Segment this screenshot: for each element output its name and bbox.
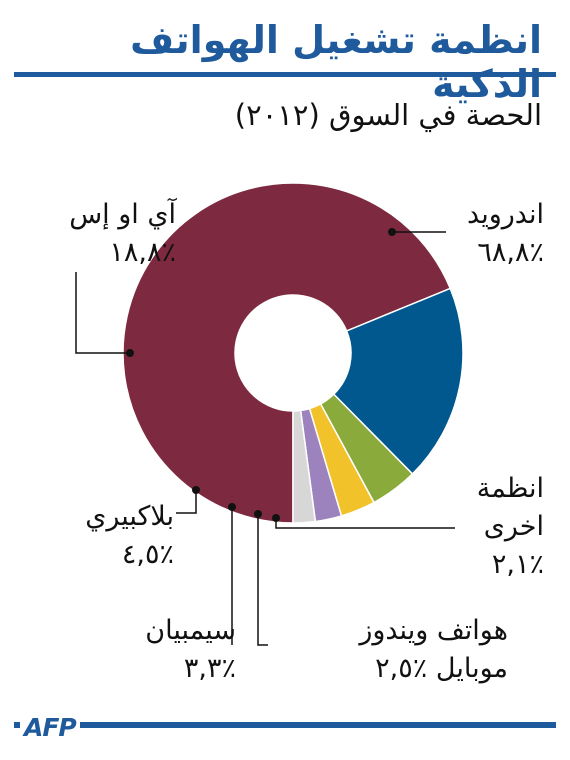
label-blackberry-name: بلاكبيري	[85, 501, 174, 532]
leader-windows-phone-dot	[254, 510, 262, 518]
label-windows-phone-line1: هواتف ويندوز	[359, 615, 508, 646]
label-blackberry: بلاكبيري ٪٤,٥	[26, 498, 174, 574]
leader-windows-phone	[257, 514, 268, 646]
footer-divider	[14, 722, 556, 728]
label-windows-phone-name: موبايل	[435, 653, 508, 684]
slice-ios	[332, 287, 464, 476]
slice-android	[122, 182, 452, 524]
label-others: انظمة اخرى ٪٢,١	[477, 470, 544, 584]
label-others-line1: انظمة	[476, 473, 544, 504]
label-others-line2: اخرى	[483, 511, 544, 542]
label-ios: آي او إس ٪١٨,٨	[26, 196, 176, 272]
label-symbian-value: ٪٣,٣	[183, 653, 236, 684]
label-symbian: سيمبيان ٪٣,٣	[96, 612, 236, 688]
label-blackberry-value: ٪٤,٥	[121, 539, 174, 570]
label-ios-value: ٪١٨,٨	[109, 237, 176, 268]
title-divider	[14, 72, 556, 77]
label-symbian-name: سيمبيان	[145, 615, 236, 646]
leader-symbian-dot	[228, 503, 236, 511]
leader-ios-dot	[126, 349, 134, 357]
leader-others-dot	[272, 514, 280, 522]
leader-blackberry	[176, 490, 197, 514]
leader-ios	[75, 272, 130, 354]
label-android: اندرويد ٪٦٨,٨	[467, 196, 544, 272]
leader-android-dot	[388, 228, 396, 236]
slice-others	[292, 409, 317, 524]
afp-logo: AFP	[20, 713, 80, 742]
leader-blackberry-dot	[192, 486, 200, 494]
chart-subtitle: الحصة في السوق (٢٠١٢)	[234, 98, 542, 132]
label-windows-phone-line2: موبايل ٪٢,٥	[268, 650, 508, 688]
label-android-value: ٪٦٨,٨	[477, 237, 544, 268]
chart-title: انظمة تشغيل الهواتف الذكية	[130, 18, 542, 106]
label-others-value: ٪٢,١	[491, 549, 544, 580]
label-windows-phone: هواتف ويندوز موبايل ٪٢,٥	[268, 612, 508, 688]
label-windows-phone-value: ٪٢,٥	[375, 653, 428, 684]
label-android-name: اندرويد	[467, 199, 544, 230]
label-ios-name: آي او إس	[69, 199, 176, 230]
